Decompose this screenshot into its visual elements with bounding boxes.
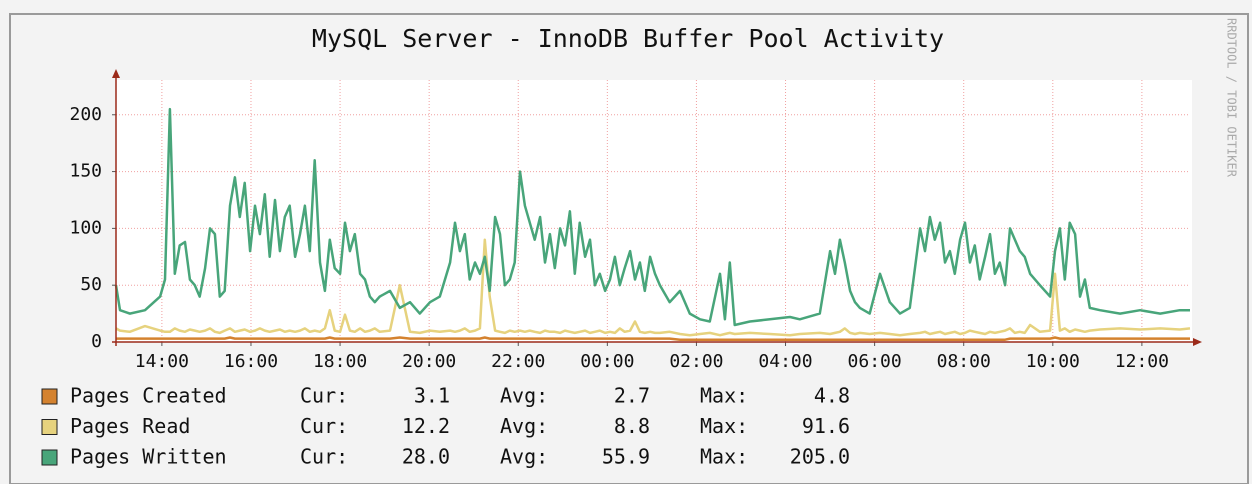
y-tick-label: 150 xyxy=(69,161,102,182)
legend-swatch xyxy=(41,419,58,435)
chart-title: MySQL Server - InnoDB Buffer Pool Activi… xyxy=(312,24,944,53)
legend-stat-label: Max: xyxy=(700,384,748,408)
x-tick-label: 14:00 xyxy=(135,351,189,372)
series-line xyxy=(116,336,1190,341)
legend-stat-value: 55.9 xyxy=(602,445,650,469)
y-tick-label: 0 xyxy=(91,331,102,352)
x-tick-label: 16:00 xyxy=(224,351,278,372)
legend-stat-label: Max: xyxy=(700,445,748,469)
y-tick-label: 50 xyxy=(80,274,102,295)
x-tick-label: 22:00 xyxy=(491,351,545,372)
x-tick-label: 02:00 xyxy=(669,351,723,372)
legend-label: Pages Written xyxy=(70,445,227,469)
legend-stat-value: 91.6 xyxy=(802,414,850,438)
series-line xyxy=(114,107,1190,327)
series-line xyxy=(115,238,1191,337)
legend-stat-value: 205.0 xyxy=(790,445,850,469)
legend-stat-label: Cur: xyxy=(300,384,348,408)
x-axis-arrow xyxy=(1193,338,1202,346)
x-tick-label: 04:00 xyxy=(758,351,812,372)
legend-stat-value: 8.8 xyxy=(614,414,650,438)
watermark: RRDTOOL / TOBI OETIKER xyxy=(1225,18,1239,178)
legend-stat-value: 3.1 xyxy=(414,384,450,408)
x-tick-label: 06:00 xyxy=(848,351,902,372)
x-tick-label: 10:00 xyxy=(1026,351,1080,372)
x-tick-label: 12:00 xyxy=(1115,351,1169,372)
y-tick-label: 100 xyxy=(69,217,102,238)
legend-stat-label: Avg: xyxy=(500,414,548,438)
legend-stat-label: Max: xyxy=(700,414,748,438)
y-axis-arrow xyxy=(112,69,120,78)
legend-stat-label: Cur: xyxy=(300,414,348,438)
x-tick-label: 08:00 xyxy=(937,351,991,372)
legend-stat-value: 4.8 xyxy=(814,384,850,408)
legend-stat-value: 12.2 xyxy=(402,414,450,438)
legend-swatch xyxy=(41,449,58,466)
legend-swatch xyxy=(41,388,58,405)
legend-stat-label: Avg: xyxy=(500,445,548,469)
legend-stat-label: Avg: xyxy=(500,384,548,408)
plot-area xyxy=(116,80,1192,342)
legend-label: Pages Created xyxy=(70,384,227,408)
legend-stat-label: Cur: xyxy=(300,445,348,469)
legend-stat-value: 28.0 xyxy=(402,445,450,469)
x-tick-label: 00:00 xyxy=(580,351,634,372)
x-tick-label: 18:00 xyxy=(313,351,367,372)
x-tick-label: 20:00 xyxy=(402,351,456,372)
legend-stat-value: 2.7 xyxy=(614,384,650,408)
y-tick-label: 200 xyxy=(69,104,102,125)
legend-label: Pages Read xyxy=(70,414,190,438)
